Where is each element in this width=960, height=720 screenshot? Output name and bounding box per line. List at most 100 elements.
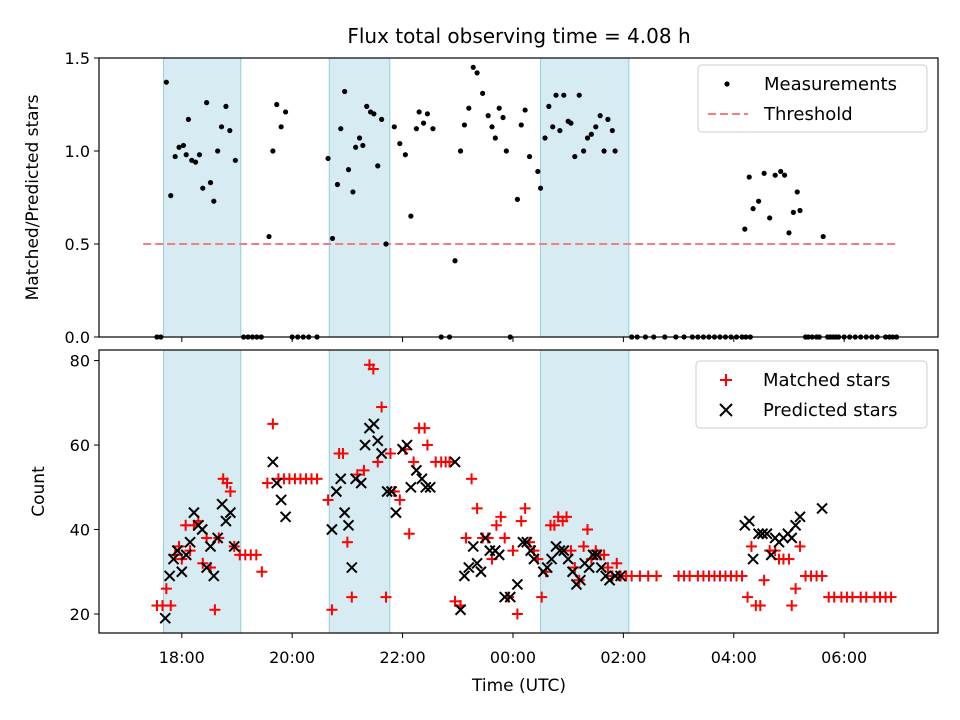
- measurement-point: [207, 180, 214, 186]
- measurement-point: [375, 163, 381, 169]
- predicted-star-point: [176, 566, 188, 578]
- predicted-star-point: [167, 553, 180, 565]
- predicted-star-point: [335, 473, 347, 485]
- matched-star-point: [581, 524, 593, 536]
- predicted-star-point: [467, 540, 479, 553]
- measurement-point: [557, 127, 563, 134]
- predicted-star-point: [752, 528, 765, 540]
- measurement-point: [424, 111, 431, 117]
- measurement-point: [474, 70, 480, 76]
- matched-star-point: [794, 540, 806, 552]
- y-tick-label: 40: [70, 521, 90, 540]
- measurement-point: [383, 241, 389, 247]
- measurement-point: [470, 64, 476, 70]
- matched-star-point: [337, 447, 349, 459]
- predicted-star-point: [562, 553, 574, 565]
- predicted-star-point: [355, 477, 367, 489]
- matched-star-point: [471, 502, 483, 514]
- measurement-point: [274, 101, 280, 108]
- matched-star-point: [261, 477, 273, 489]
- predicted-star-point: [493, 549, 505, 561]
- matched-star-point: [536, 591, 548, 603]
- measurement-point: [761, 170, 767, 176]
- measurement-point: [786, 230, 792, 236]
- measurement-point: [334, 181, 341, 188]
- bottom-y-axis-ticks: 20 40 60 80: [70, 352, 99, 624]
- measurement-point: [526, 153, 533, 160]
- measurement-point: [767, 215, 773, 221]
- measurement-point: [492, 135, 498, 141]
- predicted-star-point: [220, 515, 232, 527]
- legend-matched-label: Matched stars: [763, 370, 890, 391]
- predicted-star-point: [346, 561, 358, 574]
- legend-measurements-label: Measurements: [764, 74, 897, 95]
- measurement-point: [338, 126, 344, 132]
- predicted-star-point: [574, 574, 587, 586]
- predicted-star-point: [595, 561, 608, 574]
- matched-star-point: [394, 494, 406, 506]
- measurement-point: [581, 148, 587, 154]
- measurement-point: [189, 157, 195, 163]
- legend-matched-marker: [720, 374, 732, 386]
- shaded-interval: [163, 57, 242, 338]
- x-tick-label: 02:00: [600, 648, 646, 667]
- matched-star-point: [346, 591, 358, 603]
- x-tick-label: 20:00: [269, 648, 315, 667]
- matched-star-point: [742, 591, 754, 603]
- predicted-star-point: [208, 570, 220, 582]
- matched-star-point: [444, 456, 456, 468]
- shaded-interval: [328, 349, 391, 634]
- predicted-star-point: [554, 544, 566, 557]
- measurement-point: [420, 120, 427, 126]
- measurement-point: [379, 116, 385, 122]
- matched-star-point: [322, 494, 334, 506]
- chart-title: Flux total observing time = 4.08 h: [347, 24, 690, 48]
- measurement-point: [461, 122, 468, 128]
- predicted-star-point: [475, 566, 487, 578]
- matched-star-point: [358, 464, 370, 476]
- bottom-shaded-intervals: [163, 349, 630, 634]
- measurement-point: [584, 135, 591, 141]
- bottom-x-axis-ticks: 18:00 20:00 22:00 00:00 02:00 04:00 06:00: [159, 633, 867, 667]
- predicted-star-point: [279, 511, 292, 523]
- predicted-stars-points: [159, 418, 828, 624]
- measurement-point: [402, 152, 408, 158]
- matched-star-point: [403, 528, 415, 540]
- predicted-star-point: [458, 570, 471, 582]
- measurement-point: [794, 189, 800, 195]
- measurement-point: [200, 185, 206, 191]
- matched-star-point: [466, 473, 478, 485]
- measurement-point: [270, 148, 276, 154]
- matched-star-point: [495, 511, 507, 523]
- measurement-point: [325, 155, 331, 162]
- measurement-point: [176, 144, 182, 150]
- matched-star-point: [519, 502, 531, 514]
- matched-star-point: [745, 540, 757, 552]
- measurement-point: [430, 126, 436, 132]
- matched-star-point: [311, 473, 323, 485]
- predicted-star-point: [416, 473, 428, 485]
- matched-star-point: [565, 545, 577, 557]
- x-tick-label: 06:00: [821, 648, 867, 667]
- predicted-star-point: [424, 481, 436, 493]
- measurement-point: [172, 153, 178, 160]
- bottom-panel: 20 40 60 80 18:00 20:00 22:00 00:00 02:00 04:00 0…: [29, 349, 939, 696]
- measurement-point: [413, 126, 419, 132]
- matched-star-point: [511, 608, 523, 620]
- measurement-point: [227, 127, 233, 134]
- matched-star-point: [460, 532, 472, 544]
- matched-star-point: [499, 532, 511, 544]
- predicted-star-point: [171, 544, 184, 557]
- predicted-star-point: [410, 464, 423, 477]
- predicted-star-point: [338, 506, 351, 519]
- measurement-point: [342, 88, 348, 95]
- matched-star-point: [165, 600, 177, 612]
- predicted-star-point: [449, 456, 461, 468]
- matched-star-point: [569, 562, 581, 574]
- measurement-point: [416, 109, 422, 115]
- predicted-star-point: [342, 519, 355, 531]
- measurement-point: [356, 135, 363, 141]
- measurement-point: [790, 209, 796, 215]
- measurement-point: [597, 113, 603, 119]
- measurement-point: [211, 198, 217, 204]
